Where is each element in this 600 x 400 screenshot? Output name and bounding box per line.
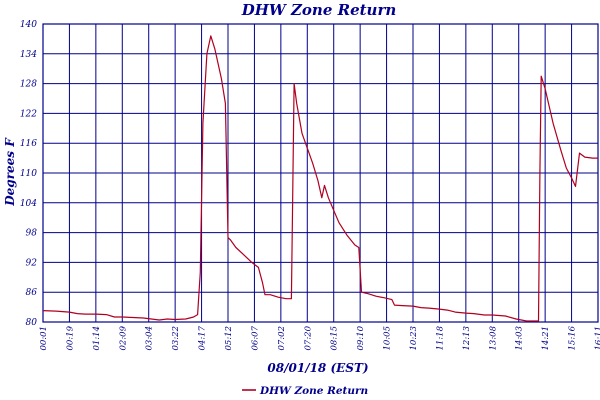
y-tick-label: 122 <box>20 109 37 119</box>
y-tick-label: 134 <box>20 50 37 60</box>
y-axis-title: Degrees F <box>3 137 17 207</box>
x-tick-label: 15:16 <box>568 325 578 350</box>
x-tick-label: 07:20 <box>303 325 313 350</box>
y-tick-label: 110 <box>20 169 37 179</box>
y-tick-label: 86 <box>26 288 38 298</box>
x-tick-label: 04:17 <box>198 325 208 350</box>
y-tick-label: 98 <box>26 229 38 239</box>
y-tick-label: 128 <box>20 80 37 90</box>
x-tick-label: 14:21 <box>541 326 551 351</box>
y-tick-labels: 80 86 92 98 104 110 116 122 128 134 140 <box>20 20 37 328</box>
y-tick-label: 116 <box>20 139 37 149</box>
chart-title: DHW Zone Return <box>241 1 397 19</box>
x-tick-label: 11:18 <box>435 325 445 350</box>
x-tick-label: 00:01 <box>39 326 49 351</box>
y-tick-label: 104 <box>20 199 37 209</box>
x-tick-label: 02:09 <box>118 325 128 350</box>
x-tick-label: 10:05 <box>383 326 393 351</box>
x-tick-label: 14:03 <box>515 326 525 351</box>
x-tick-labels: 00:01 00:19 01:14 02:09 03:04 03:22 04:17 05:12… <box>39 325 600 350</box>
plot-frame <box>42 23 599 323</box>
grid-lines <box>42 23 599 323</box>
x-tick-label: 03:22 <box>171 326 181 351</box>
x-tick-label: 16:11 <box>594 326 600 351</box>
legend: DHW Zone Return <box>242 385 368 397</box>
x-tick-label: 06:07 <box>250 325 260 350</box>
x-tick-label: 12:13 <box>462 326 472 351</box>
x-tick-label: 00:19 <box>65 325 75 350</box>
y-tick-label: 92 <box>26 258 38 268</box>
series-lines <box>42 35 598 322</box>
x-tick-label: 01:14 <box>92 326 102 351</box>
x-tick-label: 05:12 <box>224 326 234 351</box>
x-axis-title: 08/01/18 (EST) <box>267 361 368 375</box>
x-tick-label: 07:02 <box>277 326 287 351</box>
y-tick-label: 140 <box>20 20 37 30</box>
x-tick-label: 10:23 <box>409 326 419 351</box>
y-tick-label: 80 <box>26 318 38 328</box>
x-tick-label: 13:08 <box>488 325 498 350</box>
legend-label: DHW Zone Return <box>259 385 368 397</box>
series-line <box>42 35 598 322</box>
x-tick-label: 03:04 <box>145 326 155 351</box>
x-tick-label: 08:15 <box>330 326 340 351</box>
x-tick-label: 09:10 <box>356 325 366 350</box>
